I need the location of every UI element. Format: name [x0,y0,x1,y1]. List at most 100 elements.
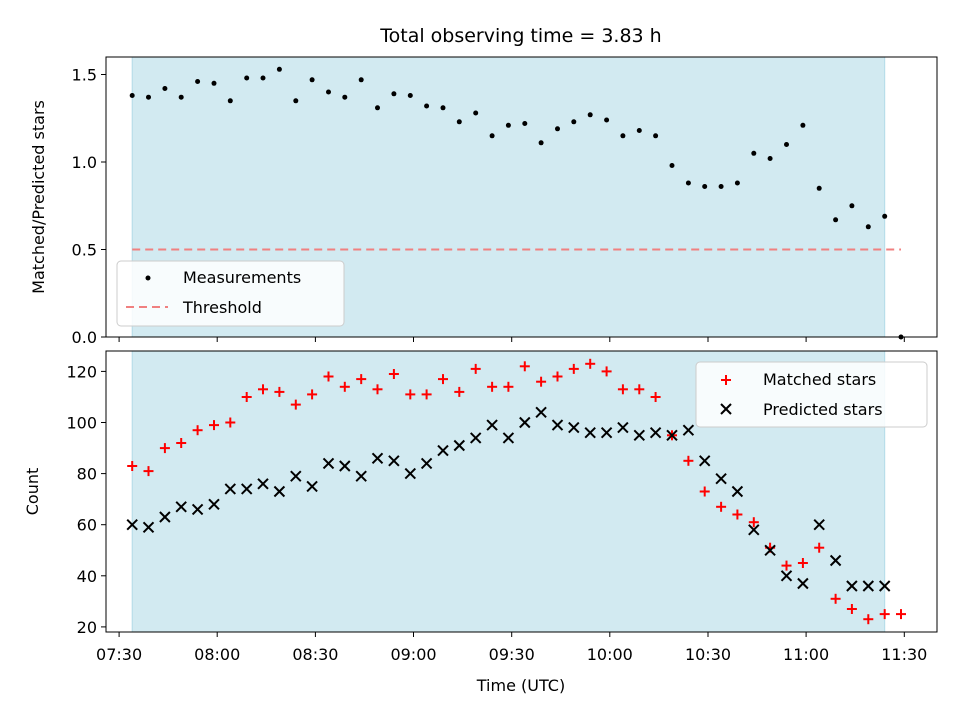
bottom-ytick-label: 40 [77,567,97,586]
predicted-star-point [420,457,433,470]
measurement-point [244,75,250,81]
xtick-label: 09:30 [489,645,535,664]
predicted-star-point [797,577,809,590]
matched-star-point [258,384,268,395]
measurement-point [178,94,184,100]
top-ytick-label: 1.0 [72,153,97,172]
measurement-point [538,140,544,146]
predicted-star-point [535,406,547,419]
predicted-star-point [126,518,138,531]
matched-star-point [339,381,350,392]
measurement-point [489,133,495,139]
measurement-point [260,75,266,81]
predicted-star-point [519,416,531,429]
measurement-point [653,133,659,139]
xtick-label: 08:00 [194,645,240,664]
measurement-point [342,94,348,100]
measurement-point [407,93,413,98]
measurement-point [276,66,282,72]
predicted-star-point [469,432,482,444]
xtick-label: 07:30 [96,645,142,664]
matched-star-point [748,517,759,528]
xtick-label: 10:30 [685,645,731,664]
matched-star-point [487,381,498,392]
measurement-point [555,126,560,132]
bottom-y-axis-label: Count [23,468,42,516]
matched-star-point [159,443,170,454]
measurement-point [309,77,315,83]
bottom-ytick-label: 120 [66,362,97,381]
measurement-point [784,142,789,147]
predicted-star-point [404,467,417,480]
measurement-point [146,94,151,100]
bottom-legend-box [695,361,928,428]
predicted-star-point [633,429,646,442]
predicted-star-point [731,485,744,498]
predicted-star-point [813,518,825,531]
measurement-point [849,203,855,209]
matched-star-point [127,461,138,471]
matched-star-point [716,501,727,512]
measurement-point [227,98,233,104]
measurement-point [685,180,691,186]
measurement-point [734,180,740,186]
matched-star-point [585,358,596,369]
predicted-star-point [290,470,302,482]
matched-star-point [454,386,465,397]
measurement-point [636,128,642,133]
matched-star-point [176,438,187,448]
measurement-point [129,93,135,98]
measurement-point [702,184,708,189]
matched-star-point [421,389,432,400]
legend-x-glyph [720,403,732,415]
matched-star-point [830,593,841,604]
predicted-star-point [306,480,318,493]
legend-matched-stars: Matched stars [763,370,876,389]
measurement-point [620,133,626,139]
xtick-label: 08:30 [292,645,338,664]
predicted-star-point [829,554,842,567]
legend-plus-glyph [721,375,731,385]
bottom-ytick-label: 80 [77,465,97,484]
matched-star-point [552,371,563,382]
matched-star-point [274,386,285,397]
predicted-star-point [715,472,727,485]
predicted-star-point [502,432,515,444]
matched-star-point [863,614,874,625]
xtick-label: 11:30 [881,645,927,664]
matched-star-point [650,392,661,402]
matched-star-point [699,486,710,497]
measurement-point [604,117,610,123]
matched-star-point [225,417,236,428]
measurement-point [767,156,773,161]
matched-star-point [323,371,334,382]
predicted-star-point [862,580,875,592]
bottom-ytick-label: 100 [66,414,97,433]
top-ytick-label: 0.0 [72,328,97,347]
bottom-ytick-label: 60 [77,516,97,535]
matched-star-point [470,363,481,374]
matched-star-point [568,363,579,374]
predicted-star-point [486,419,498,431]
predicted-star-point [240,483,253,495]
predicted-star-point [649,426,662,439]
predicted-star-point [453,439,466,452]
measurement-point [456,119,462,125]
top-axes-frame [105,56,938,338]
legend-predicted-stars: Predicted stars [763,400,883,419]
matched-star-point [846,604,857,614]
chart-title: Total observing time = 3.83 h [379,25,661,47]
measurement-point [505,122,511,128]
top-ytick-label: 0.5 [72,241,97,260]
bottom-panel: 20 40 60 80 100 120 07:30 08:00 08:30 09:00 09:30 1… [23,350,938,695]
predicted-star-point [780,570,793,582]
matched-star-point [209,420,219,431]
matched-star-point [356,374,367,385]
matched-star-point [192,425,203,436]
legend-measurement-marker [145,275,151,281]
xtick-label: 09:00 [390,645,436,664]
measurement-point [358,77,364,83]
predicted-star-point [584,426,596,439]
matched-star-point [601,366,612,377]
